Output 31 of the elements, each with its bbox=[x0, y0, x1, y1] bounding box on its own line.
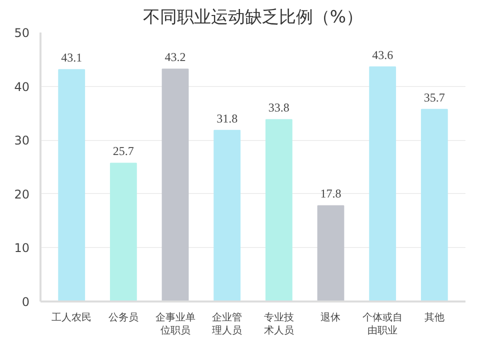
data-label: 43.6 bbox=[372, 48, 394, 62]
bar bbox=[162, 68, 189, 302]
y-tick-label: 40 bbox=[14, 80, 30, 94]
bar bbox=[265, 119, 292, 302]
x-tick-label: 其他 bbox=[424, 312, 444, 324]
x-tick-label: 专业技术人员 bbox=[264, 312, 294, 337]
data-label: 35.7 bbox=[424, 90, 445, 104]
bar bbox=[317, 205, 344, 302]
data-label: 17.8 bbox=[320, 186, 342, 201]
bar bbox=[214, 130, 241, 302]
x-tick-label: 公务员 bbox=[108, 312, 138, 324]
x-tick-label: 退休 bbox=[320, 312, 341, 324]
y-tick-label: 20 bbox=[14, 187, 30, 202]
chart-title: 不同职业运动缺乏比例（%） bbox=[142, 8, 364, 28]
bar bbox=[420, 108, 448, 302]
data-label: 43.1 bbox=[61, 50, 82, 65]
bar bbox=[110, 162, 137, 302]
data-label: 43.2 bbox=[164, 50, 186, 64]
x-tick-label: 企业管理人员 bbox=[212, 312, 242, 337]
data-label: 33.8 bbox=[268, 100, 290, 115]
data-label: 25.7 bbox=[112, 144, 134, 158]
x-tick-label: 个体或自由职业 bbox=[362, 312, 403, 337]
y-tick-label: 50 bbox=[14, 26, 30, 40]
bar bbox=[369, 66, 396, 302]
x-tick-label: 企事业单位职员 bbox=[155, 312, 196, 337]
bar bbox=[58, 69, 86, 302]
x-tick-label: 工人农民 bbox=[52, 312, 92, 324]
y-tick-label: 30 bbox=[14, 134, 30, 148]
y-tick-label: 0 bbox=[22, 295, 30, 309]
y-tick-label: 10 bbox=[14, 241, 30, 256]
data-label: 31.8 bbox=[216, 111, 238, 126]
